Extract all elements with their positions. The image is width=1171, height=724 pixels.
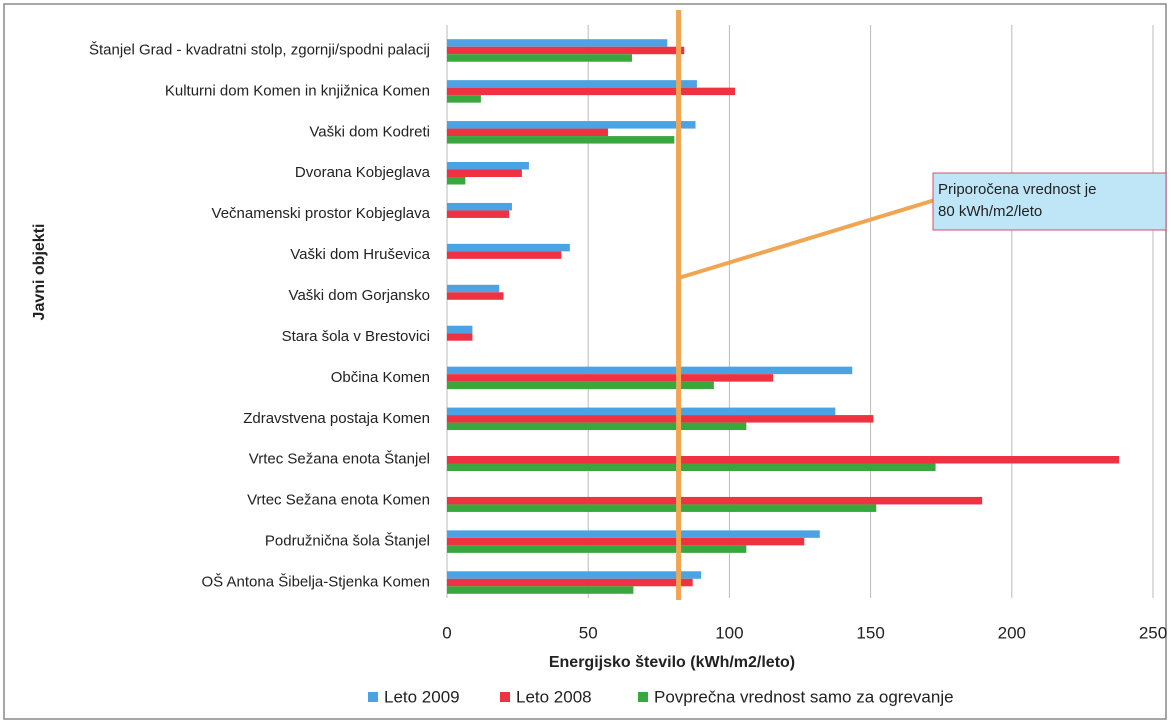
bar: [447, 537, 805, 546]
bar: [447, 136, 675, 144]
bar: [447, 415, 874, 423]
y-tick-label: Zdravstvena postaja Komen: [243, 410, 430, 427]
y-tick-label: Večnamenski prostor Kobjeglava: [212, 205, 431, 222]
legend-label: Leto 2008: [516, 687, 592, 706]
annotation-box: [932, 172, 1167, 231]
annotation-leader: [677, 198, 936, 280]
legend-swatch: [638, 692, 648, 702]
bar: [447, 407, 836, 416]
y-tick-label: Dvorana Kobjeglava: [295, 164, 431, 181]
y-tick-label: Občina Komen: [331, 369, 430, 386]
bar: [447, 87, 736, 96]
bar: [447, 456, 1120, 464]
bar: [447, 210, 510, 218]
chart-frame: [3, 3, 1167, 720]
bar: [447, 39, 668, 47]
y-tick-label: Vrtec Sežana enota Komen: [247, 492, 430, 509]
x-tick-label: 250: [1139, 623, 1167, 642]
bar: [447, 169, 522, 177]
y-tick-label: Kulturni dom Komen in knjižnica Komen: [165, 82, 430, 99]
y-tick-label: Podružnična šola Štanjel: [265, 533, 430, 550]
bar: [447, 121, 696, 129]
bar: [447, 381, 714, 390]
y-tick-label: Vaški dom Hruševica: [290, 246, 430, 263]
bar: [447, 422, 747, 431]
legend-label: Leto 2009: [384, 687, 460, 706]
x-axis-label: Energijsko število (kWh/m2/leto): [549, 654, 795, 671]
y-axis-label: Javni objekti: [31, 224, 48, 321]
bar: [447, 128, 608, 137]
bar: [447, 46, 685, 55]
bar: [447, 251, 562, 259]
x-tick-label: 200: [998, 623, 1026, 642]
bar: [447, 80, 697, 88]
bar: [447, 202, 512, 211]
bar: [447, 284, 500, 293]
bar: [447, 243, 570, 252]
legend-swatch: [500, 692, 510, 702]
bar: [447, 333, 473, 341]
y-tick-label: OŠ Antona Šibelja-Stjenka Komen: [202, 574, 430, 591]
bar: [447, 366, 853, 375]
bar: [447, 586, 634, 594]
bar: [447, 496, 983, 505]
bar: [447, 162, 529, 170]
bar: [447, 545, 747, 553]
bar: [447, 504, 877, 512]
y-tick-label: Stara šola v Brestovici: [282, 328, 430, 345]
x-tick-label: 100: [715, 623, 743, 642]
y-tick-label: Štanjel Grad - kvadratni stolp, zgornji/…: [89, 41, 430, 58]
bar: [447, 530, 820, 538]
annotation-text: Priporočena vrednost je: [938, 181, 1096, 198]
legend-swatch: [368, 692, 378, 702]
bar: [447, 95, 481, 103]
legend-label: Povprečna vrednost samo za ogrevanje: [654, 687, 954, 706]
x-tick-label: 0: [442, 623, 451, 642]
x-tick-label: 150: [856, 623, 884, 642]
bar: [447, 177, 466, 185]
y-tick-label: Vaški dom Gorjansko: [289, 287, 430, 304]
bar: [447, 325, 473, 334]
bar: [447, 571, 702, 579]
bar: [447, 54, 632, 62]
bar: [447, 578, 693, 587]
bar: [447, 374, 774, 382]
annotation-text: 80 kWh/m2/leto: [938, 203, 1042, 220]
y-tick-label: Vaški dom Kodreti: [309, 123, 430, 140]
bar: [447, 292, 504, 300]
y-tick-label: Vrtec Sežana enota Štanjel: [249, 451, 430, 468]
bar: [447, 463, 936, 471]
x-tick-label: 50: [579, 623, 598, 642]
